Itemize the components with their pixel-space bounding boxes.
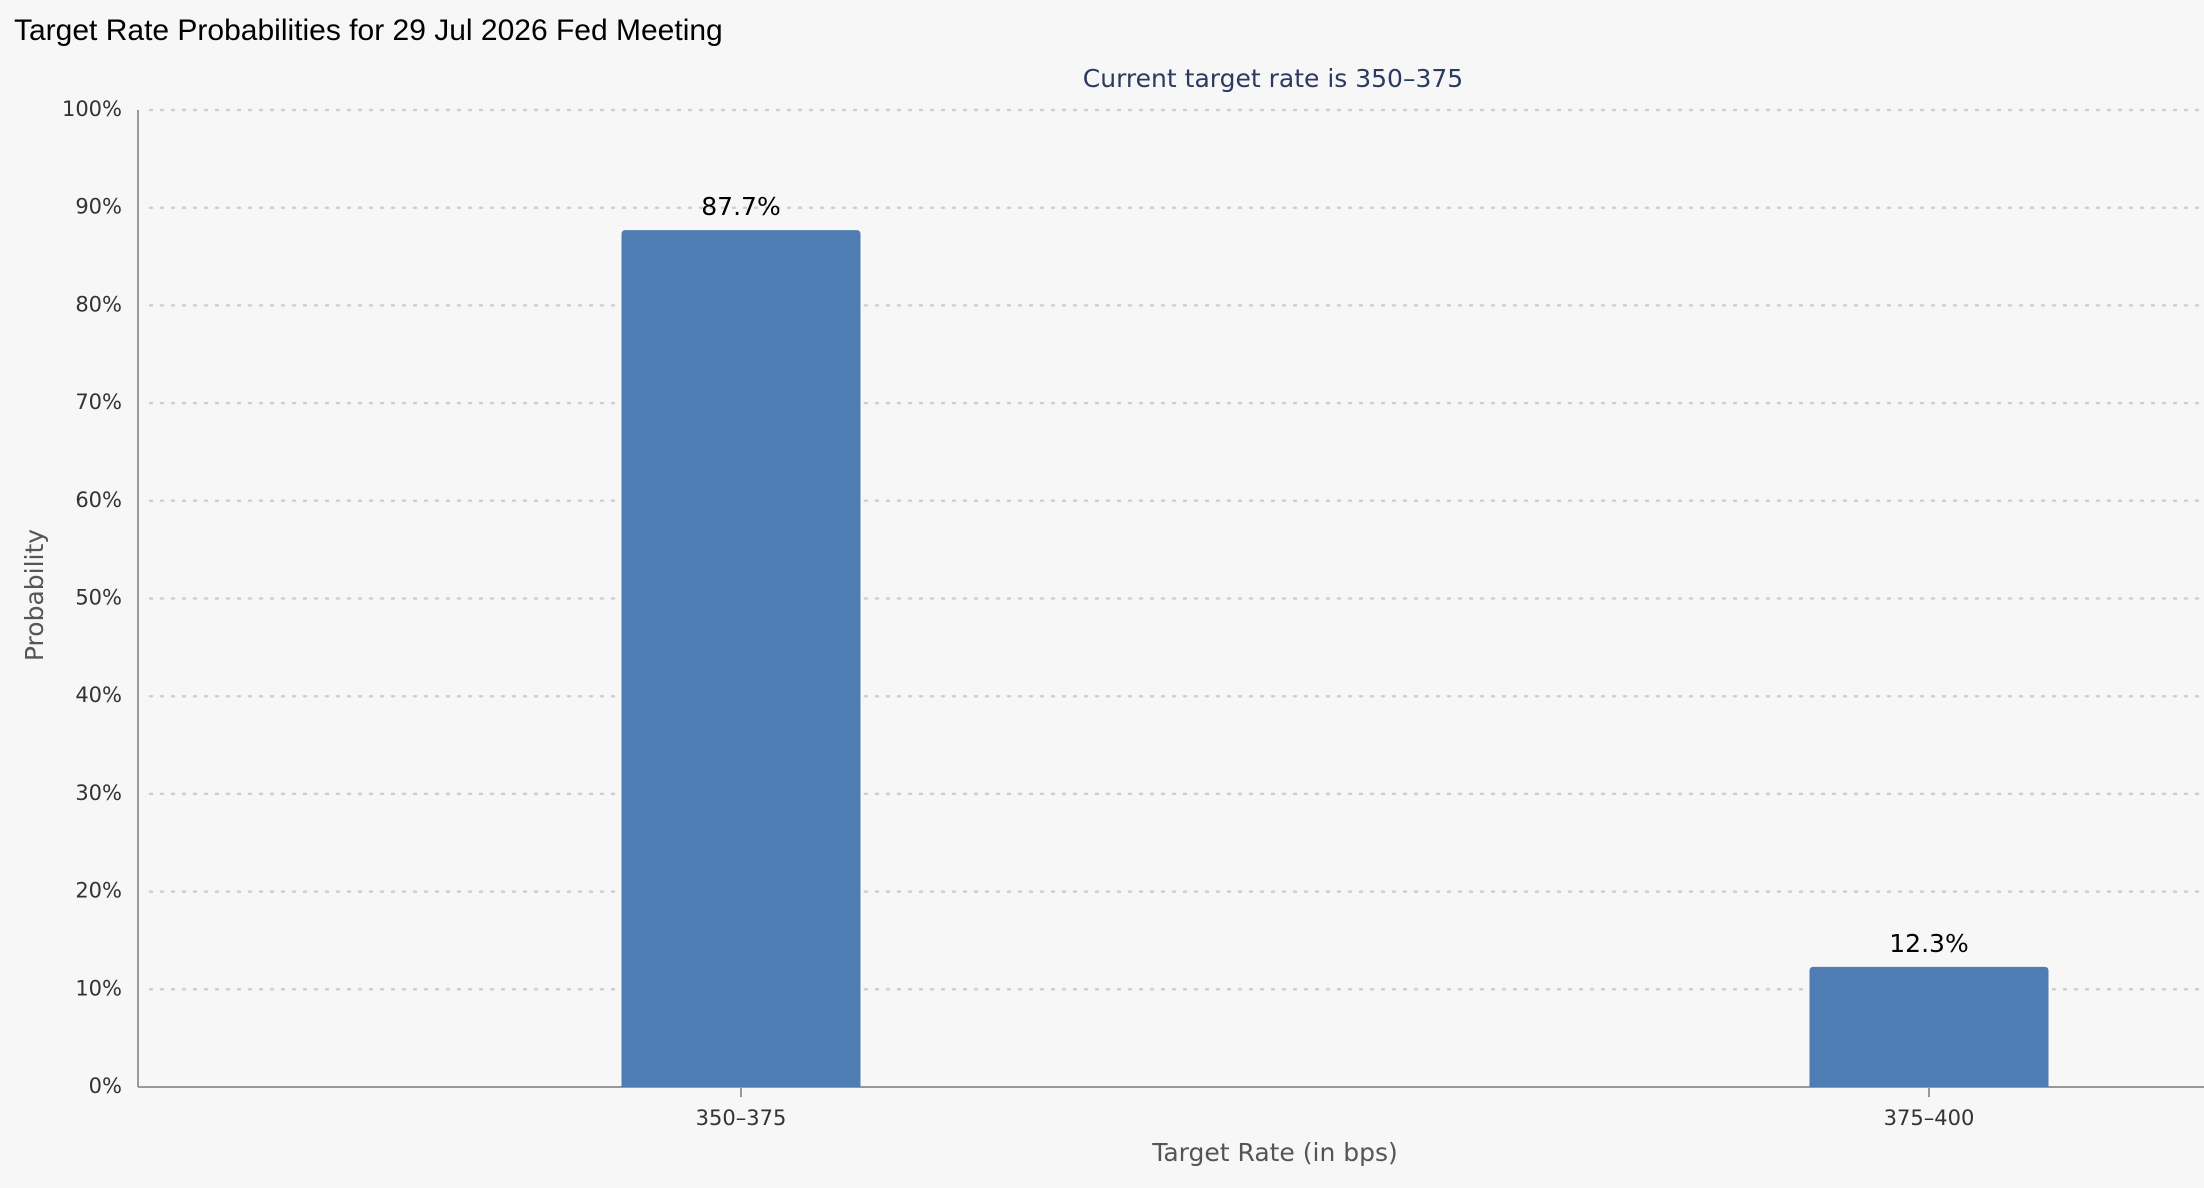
- y-tick-label: 10%: [75, 976, 122, 1000]
- chart-title: Target Rate Probabilities for 29 Jul 202…: [14, 14, 723, 47]
- y-tick-label: 80%: [75, 292, 122, 316]
- y-tick-label: 60%: [75, 488, 122, 512]
- y-tick-label: 100%: [62, 97, 122, 121]
- value-label: 87.7%: [701, 192, 780, 221]
- x-tick-label: 350–375: [696, 1106, 787, 1130]
- y-tick-label: 70%: [75, 390, 122, 414]
- bar: [621, 230, 861, 1087]
- y-tick-label: 50%: [75, 586, 122, 610]
- bar: [1809, 966, 2049, 1087]
- y-tick-label: 40%: [75, 683, 122, 707]
- x-axis-label: Target Rate (in bps): [1151, 1138, 1398, 1167]
- y-tick-label: 20%: [75, 879, 122, 903]
- y-axis-label: Probability: [20, 529, 49, 661]
- x-tick-label: 375–400: [1884, 1106, 1975, 1130]
- y-tick-label: 30%: [75, 781, 122, 805]
- y-tick-label: 90%: [75, 195, 122, 219]
- y-tick-label: 0%: [89, 1074, 122, 1098]
- chart-subtitle: Current target rate is 350–375: [1083, 64, 1463, 93]
- value-label: 12.3%: [1889, 929, 1968, 958]
